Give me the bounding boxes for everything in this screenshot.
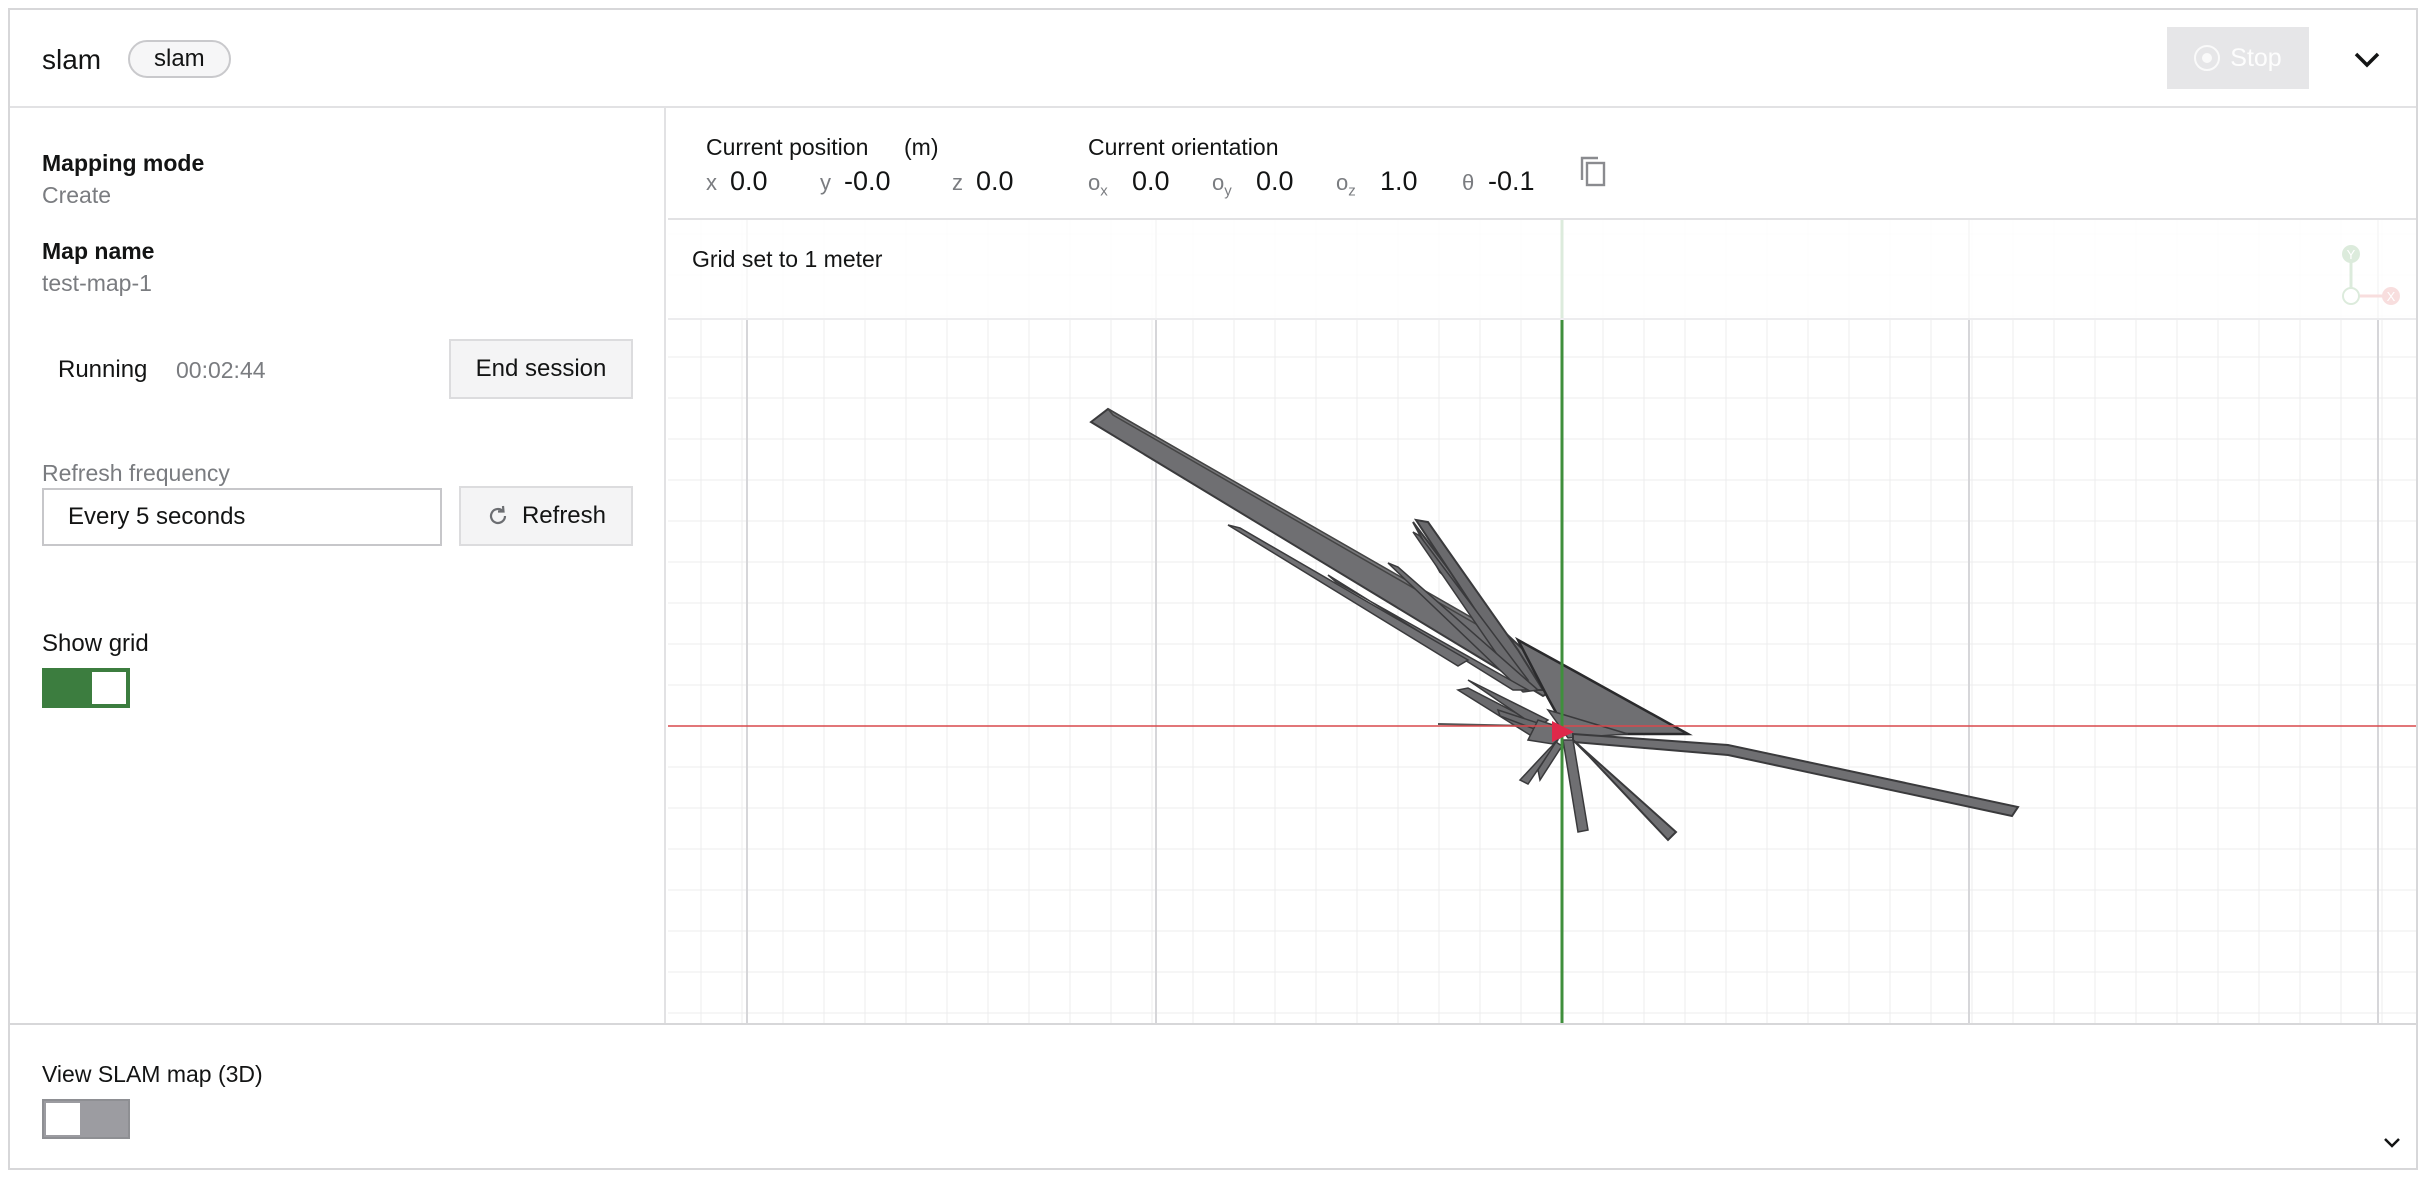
- mapping-mode-label: Mapping mode: [42, 150, 205, 176]
- end-session-button[interactable]: End session: [449, 339, 633, 399]
- session-elapsed: 00:02:44: [176, 357, 266, 383]
- slam-map-canvas[interactable]: Y X Grid set to 1 meter: [668, 220, 2416, 1023]
- map-name-value: test-map-1: [42, 270, 152, 296]
- refresh-frequency-label: Refresh frequency: [42, 460, 230, 486]
- ox-label: ox: [1088, 170, 1108, 200]
- show-grid-toggle[interactable]: [42, 668, 130, 708]
- y-value: -0.0: [844, 166, 891, 196]
- toggle-knob: [46, 1103, 80, 1135]
- oy-value: 0.0: [1256, 166, 1294, 196]
- oz-value: 1.0: [1380, 166, 1418, 196]
- pose-readout: Current position (m) x 0.0 y -0.0 z 0.0 …: [668, 108, 2416, 220]
- copy-icon[interactable]: [1578, 155, 1608, 189]
- settings-panel: Mapping mode Create Map name test-map-1 …: [10, 108, 666, 1023]
- map-name-label: Map name: [42, 238, 155, 264]
- session-status: Running: [58, 356, 148, 383]
- slam-map-svg: Y X: [668, 220, 2416, 1023]
- show-grid-label: Show grid: [42, 630, 149, 657]
- service-title: slam: [42, 44, 102, 75]
- scan-ray: [1562, 739, 1589, 833]
- scan-ray: [1387, 562, 1540, 693]
- ox-value: 0.0: [1132, 166, 1170, 196]
- position-label: Current position: [706, 134, 869, 160]
- y-label: y: [820, 170, 831, 195]
- x-value: 0.0: [730, 166, 768, 196]
- grid-minor-lines: [668, 220, 2416, 1023]
- oy-label: oy: [1212, 170, 1232, 200]
- grid-note-text: Grid set to 1 meter: [692, 246, 883, 272]
- refresh-frequency-select[interactable]: Every 5 seconds: [42, 488, 442, 546]
- mapping-mode-value: Create: [42, 182, 112, 208]
- chevron-down-icon[interactable]: [2380, 1133, 2404, 1153]
- chevron-down-icon: [2354, 52, 2380, 68]
- z-label: z: [952, 170, 963, 195]
- robot-marker: [1552, 721, 1574, 742]
- view-3d-label: View SLAM map (3D): [42, 1061, 263, 1087]
- orientation-label: Current orientation: [1088, 134, 1279, 160]
- position-unit: (m): [904, 134, 939, 160]
- point-cloud: [1089, 407, 2020, 842]
- oz-label: oz: [1336, 170, 1356, 200]
- theta-label: θ: [1462, 170, 1475, 195]
- scan-ray: [1537, 740, 1564, 782]
- z-value: 0.0: [976, 166, 1014, 196]
- scan-ray: [1227, 524, 1470, 667]
- refresh-icon: [489, 505, 507, 525]
- grid-note-banner: Grid set to 1 meter: [668, 220, 2416, 320]
- grid-major-lines: [746, 220, 2379, 1023]
- stop-button[interactable]: Stop: [2167, 27, 2309, 89]
- scan-ray: [1412, 531, 1530, 683]
- card-header: slam slam Stop: [10, 10, 2416, 108]
- map-panel: Current position (m) x 0.0 y -0.0 z 0.0 …: [668, 108, 2416, 1023]
- view-3d-toggle[interactable]: [42, 1099, 130, 1139]
- collapse-button[interactable]: [2344, 36, 2390, 82]
- x-label: x: [706, 170, 717, 195]
- stop-label: Stop: [2230, 43, 2282, 72]
- stop-icon: [2194, 45, 2221, 71]
- refresh-label: Refresh: [521, 502, 607, 529]
- refresh-button[interactable]: Refresh: [459, 486, 633, 546]
- service-type-chip: slam: [128, 40, 231, 78]
- toggle-knob: [92, 672, 126, 704]
- scan-ray: [1572, 739, 1678, 842]
- theta-value: -0.1: [1488, 166, 1535, 196]
- slam-3d-section: View SLAM map (3D): [10, 1023, 2416, 1168]
- slam-card: slam slam Stop Mapping mode Create Map n…: [8, 8, 2418, 1170]
